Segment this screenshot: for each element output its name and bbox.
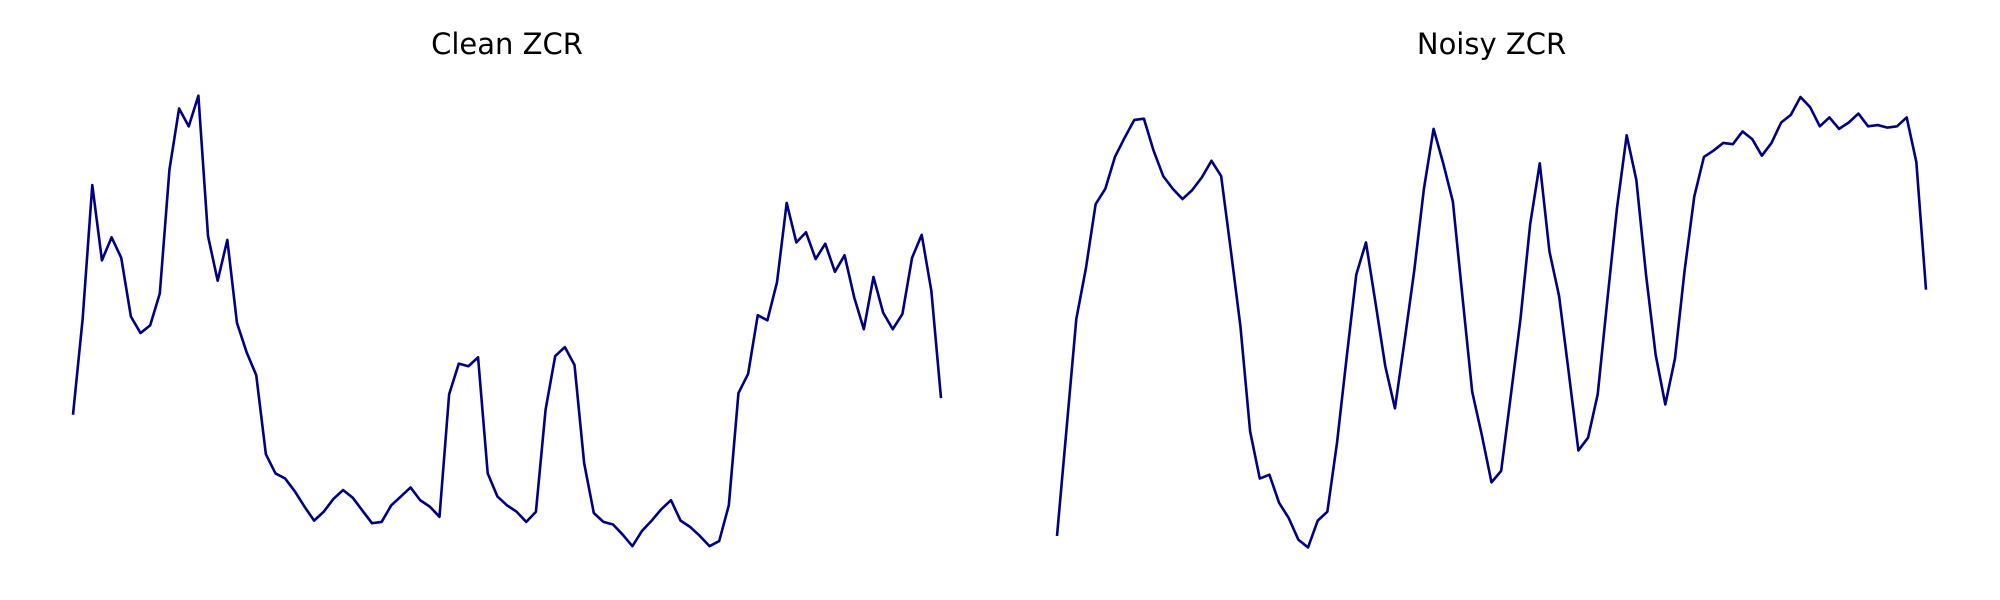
chart-title: Clean ZCR: [431, 27, 583, 61]
zcr-line: [1055, 95, 1928, 549]
chart-title: Noisy ZCR: [1417, 27, 1566, 61]
zcr-line: [71, 94, 943, 548]
